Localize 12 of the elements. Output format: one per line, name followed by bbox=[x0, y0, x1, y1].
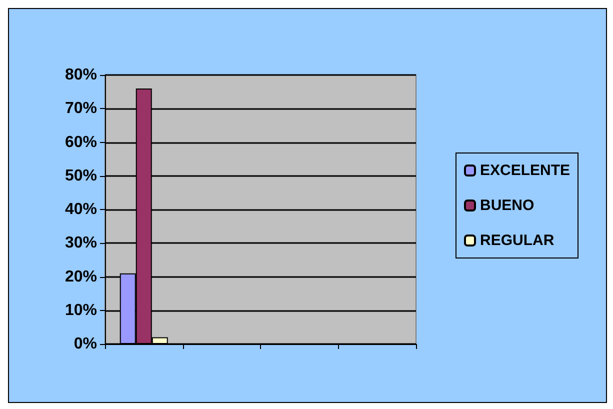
y-tick-label: 80% bbox=[64, 66, 97, 84]
y-tick-label: 0% bbox=[74, 336, 97, 352]
y-tick-label: 40% bbox=[64, 201, 97, 218]
y-tick-label: 20% bbox=[64, 268, 97, 286]
y-tick-label: 60% bbox=[64, 134, 97, 151]
legend-label: BUENO bbox=[480, 197, 534, 214]
y-tick-label: 70% bbox=[64, 100, 97, 118]
legend-label: EXCELENTE bbox=[480, 162, 570, 179]
y-tick-label: 50% bbox=[64, 167, 97, 184]
legend-label: REGULAR bbox=[480, 232, 554, 249]
y-tick-label: 30% bbox=[64, 234, 97, 252]
y-tick-label: 10% bbox=[64, 302, 97, 319]
